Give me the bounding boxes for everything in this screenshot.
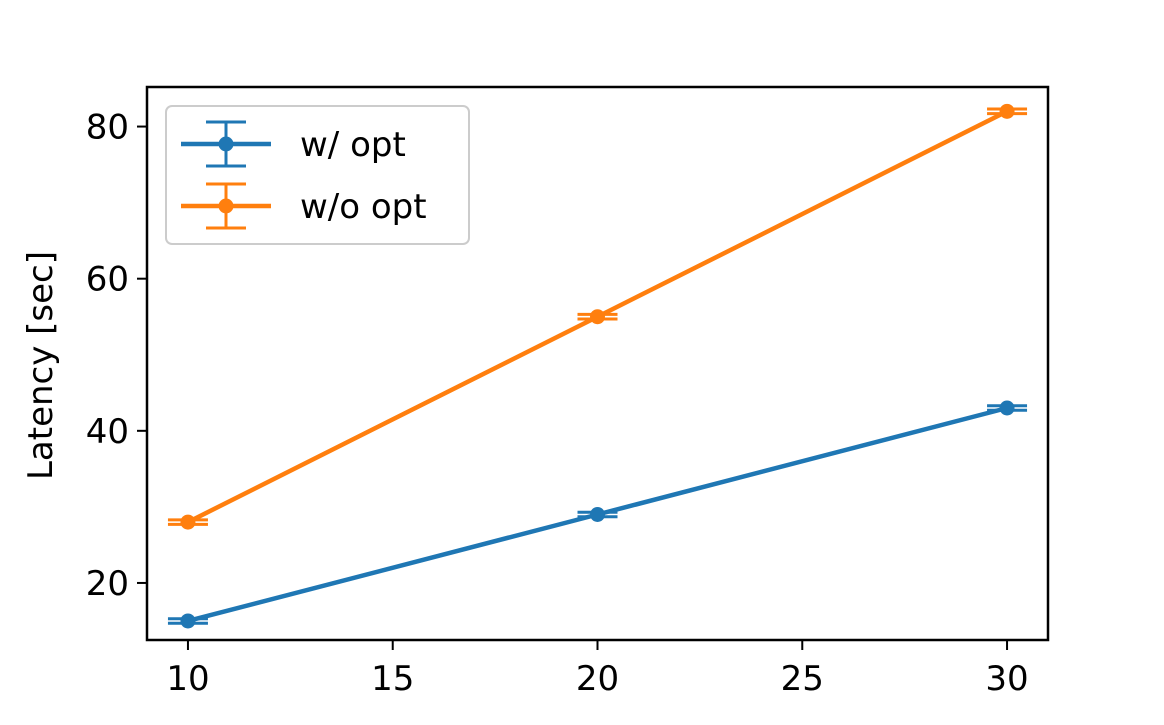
- legend-marker: [218, 198, 234, 214]
- data-point: [999, 400, 1015, 416]
- x-tick-label: 30: [985, 659, 1028, 699]
- series-layer: [167, 103, 1028, 629]
- y-tick-label: 60: [86, 260, 129, 300]
- x-axis: 10 15 20 25 30: [166, 640, 1029, 699]
- y-tick-label: 20: [86, 564, 129, 604]
- data-point: [180, 613, 196, 629]
- legend-label: w/o opt: [300, 187, 427, 227]
- x-tick-label: 10: [166, 659, 209, 699]
- data-point: [180, 514, 196, 530]
- x-tick-label: 20: [576, 659, 619, 699]
- x-tick-label: 15: [371, 659, 414, 699]
- data-point: [999, 103, 1015, 119]
- legend-label: w/ opt: [300, 125, 406, 165]
- data-point: [590, 506, 605, 522]
- data-point: [590, 309, 605, 325]
- y-axis: 20 40 60 80: [86, 108, 147, 604]
- legend-box: [165, 105, 470, 245]
- legend-marker: [218, 136, 234, 152]
- y-tick-label: 40: [86, 412, 129, 452]
- y-tick-label: 80: [86, 108, 129, 148]
- legend: w/ opt w/o opt: [165, 105, 470, 245]
- y-axis-label: Latency [sec]: [21, 251, 61, 480]
- x-tick-label: 25: [781, 659, 824, 699]
